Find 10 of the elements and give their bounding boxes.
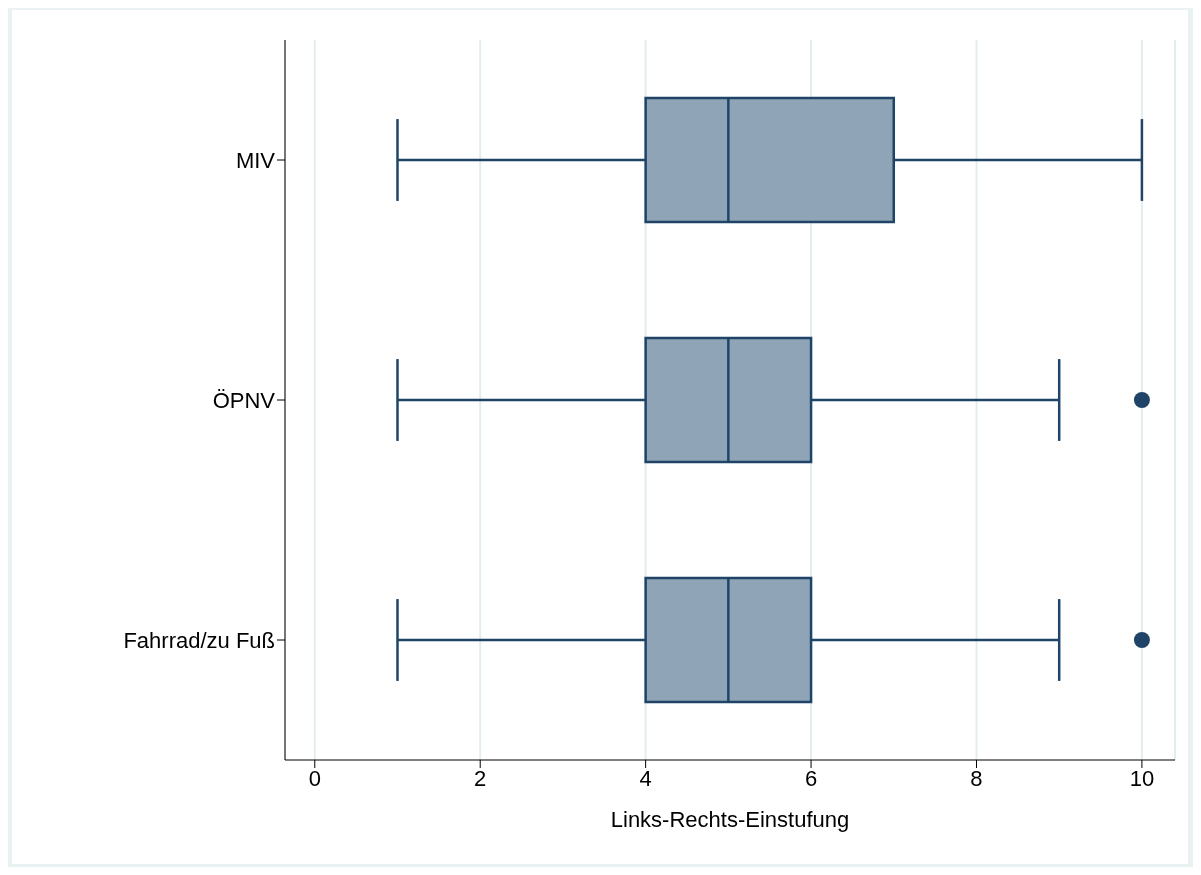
y-tick-label: MIV (235, 147, 276, 173)
y-tick-label: Fahrrad/zu Fuß (123, 627, 275, 653)
y-tick-label: ÖPNV (212, 387, 276, 413)
x-tick-label: 2 (474, 765, 487, 791)
x-tick-label: 0 (308, 765, 321, 791)
x-tick-label: 8 (970, 765, 983, 791)
x-tick-label: 6 (804, 765, 818, 791)
x-tick-label: 4 (639, 765, 652, 791)
x-axis-title: Links-Rechts-Einstufung (610, 807, 850, 832)
x-tick-label: 10 (1129, 765, 1155, 791)
